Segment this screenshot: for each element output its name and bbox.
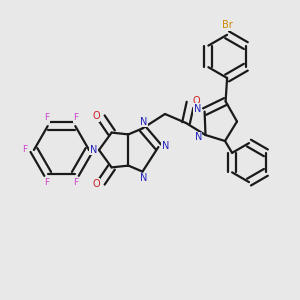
Text: O: O: [92, 179, 100, 189]
Text: N: N: [162, 141, 169, 151]
Text: O: O: [92, 111, 100, 121]
Text: N: N: [140, 117, 148, 127]
Text: F: F: [44, 178, 49, 187]
Text: O: O: [192, 96, 200, 106]
Text: N: N: [90, 145, 97, 155]
Text: F: F: [22, 146, 27, 154]
Text: N: N: [194, 103, 201, 114]
Text: F: F: [44, 113, 49, 122]
Text: N: N: [140, 173, 148, 183]
Text: N: N: [195, 132, 202, 142]
Text: F: F: [73, 113, 79, 122]
Text: Br: Br: [222, 20, 232, 30]
Text: F: F: [73, 178, 79, 187]
